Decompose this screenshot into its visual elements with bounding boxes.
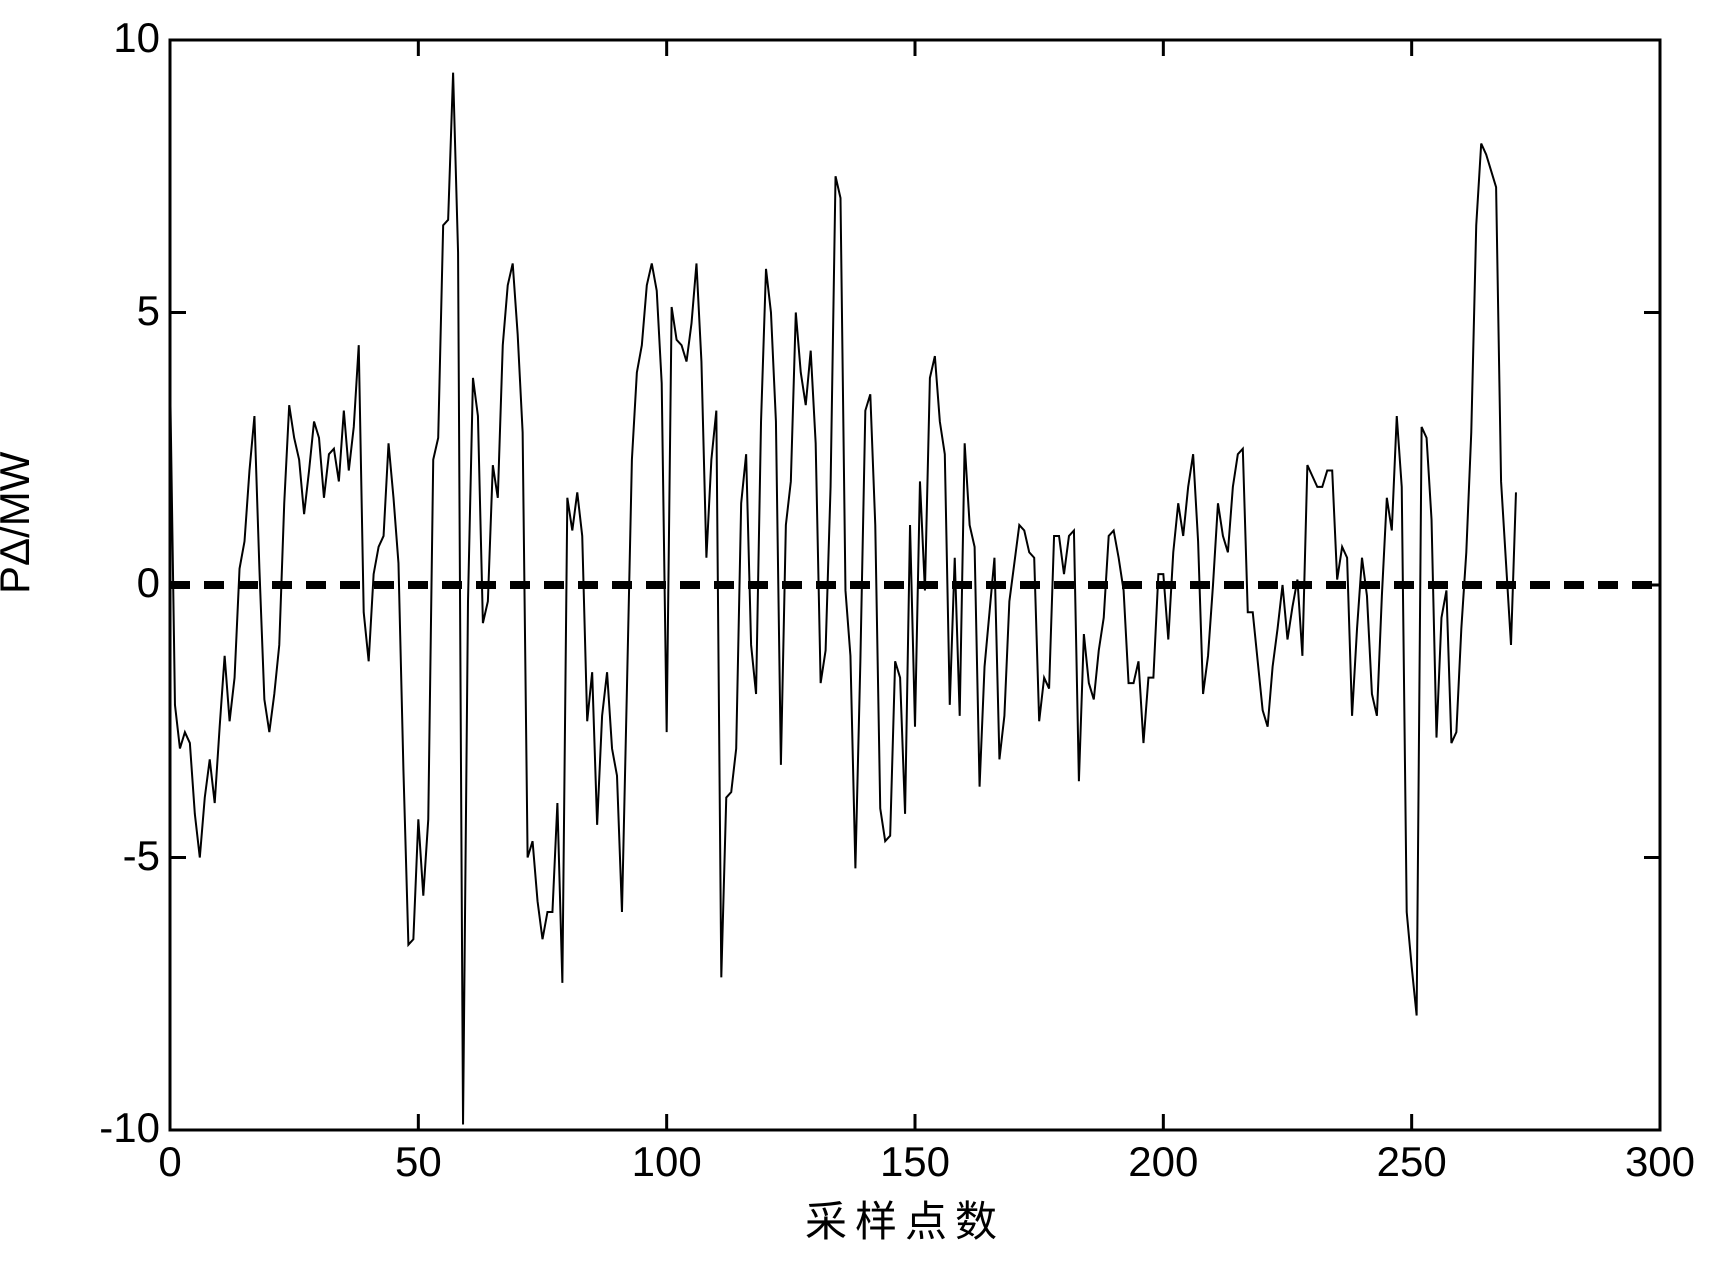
y-axis-label: PΔ/MW (0, 452, 39, 594)
chart-svg (0, 0, 1728, 1259)
x-tick-label: 200 (1113, 1138, 1213, 1186)
x-tick-label: 150 (865, 1138, 965, 1186)
y-tick-label: 10 (70, 14, 160, 62)
x-tick-label: 50 (368, 1138, 468, 1186)
chart-container: PΔ/MW 采样点数 050100150200250300-10-50510 (0, 0, 1728, 1259)
x-axis-label: 采样点数 (805, 1188, 1005, 1249)
x-tick-label: 300 (1610, 1138, 1710, 1186)
y-tick-label: -5 (70, 832, 160, 880)
x-tick-label: 100 (617, 1138, 717, 1186)
x-tick-label: 250 (1362, 1138, 1462, 1186)
y-tick-label: 5 (70, 287, 160, 335)
y-tick-label: 0 (70, 559, 160, 607)
y-tick-label: -10 (70, 1104, 160, 1152)
